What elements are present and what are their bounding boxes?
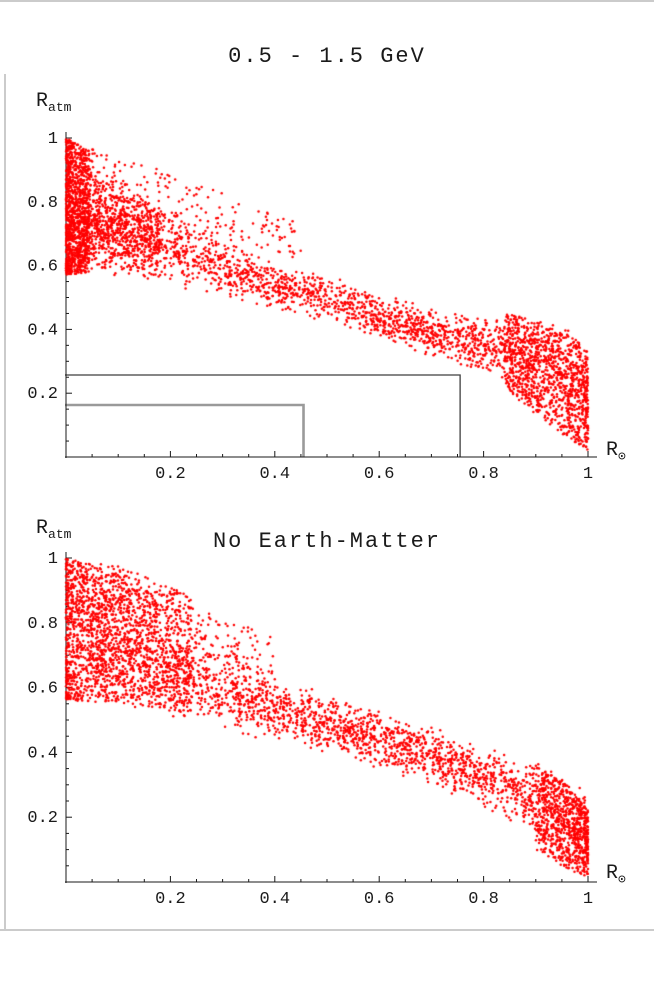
top-y-axis-label-base: R xyxy=(36,90,49,113)
bottom-chart-title: No Earth-Matter xyxy=(212,529,442,554)
bottom-x-axis-label-sub: ⊙ xyxy=(618,872,626,887)
top-chart-title: 0.5 - 1.5 GeV xyxy=(228,44,426,69)
bottom-y-axis-label-base: R xyxy=(36,517,49,540)
top-x-axis-label: R⊙ xyxy=(606,439,626,464)
top-y-axis-label: Ratm xyxy=(36,90,72,115)
bottom-y-axis-label-sub: atm xyxy=(48,527,72,542)
top-y-axis-label-sub: atm xyxy=(48,100,72,115)
bottom-x-axis-label: R⊙ xyxy=(606,862,626,887)
bottom-x-axis-label-base: R xyxy=(606,862,619,885)
bottom-y-axis-label: Ratm xyxy=(36,517,72,542)
top-x-axis-label-base: R xyxy=(606,439,619,462)
top-x-axis-label-sub: ⊙ xyxy=(618,449,626,464)
